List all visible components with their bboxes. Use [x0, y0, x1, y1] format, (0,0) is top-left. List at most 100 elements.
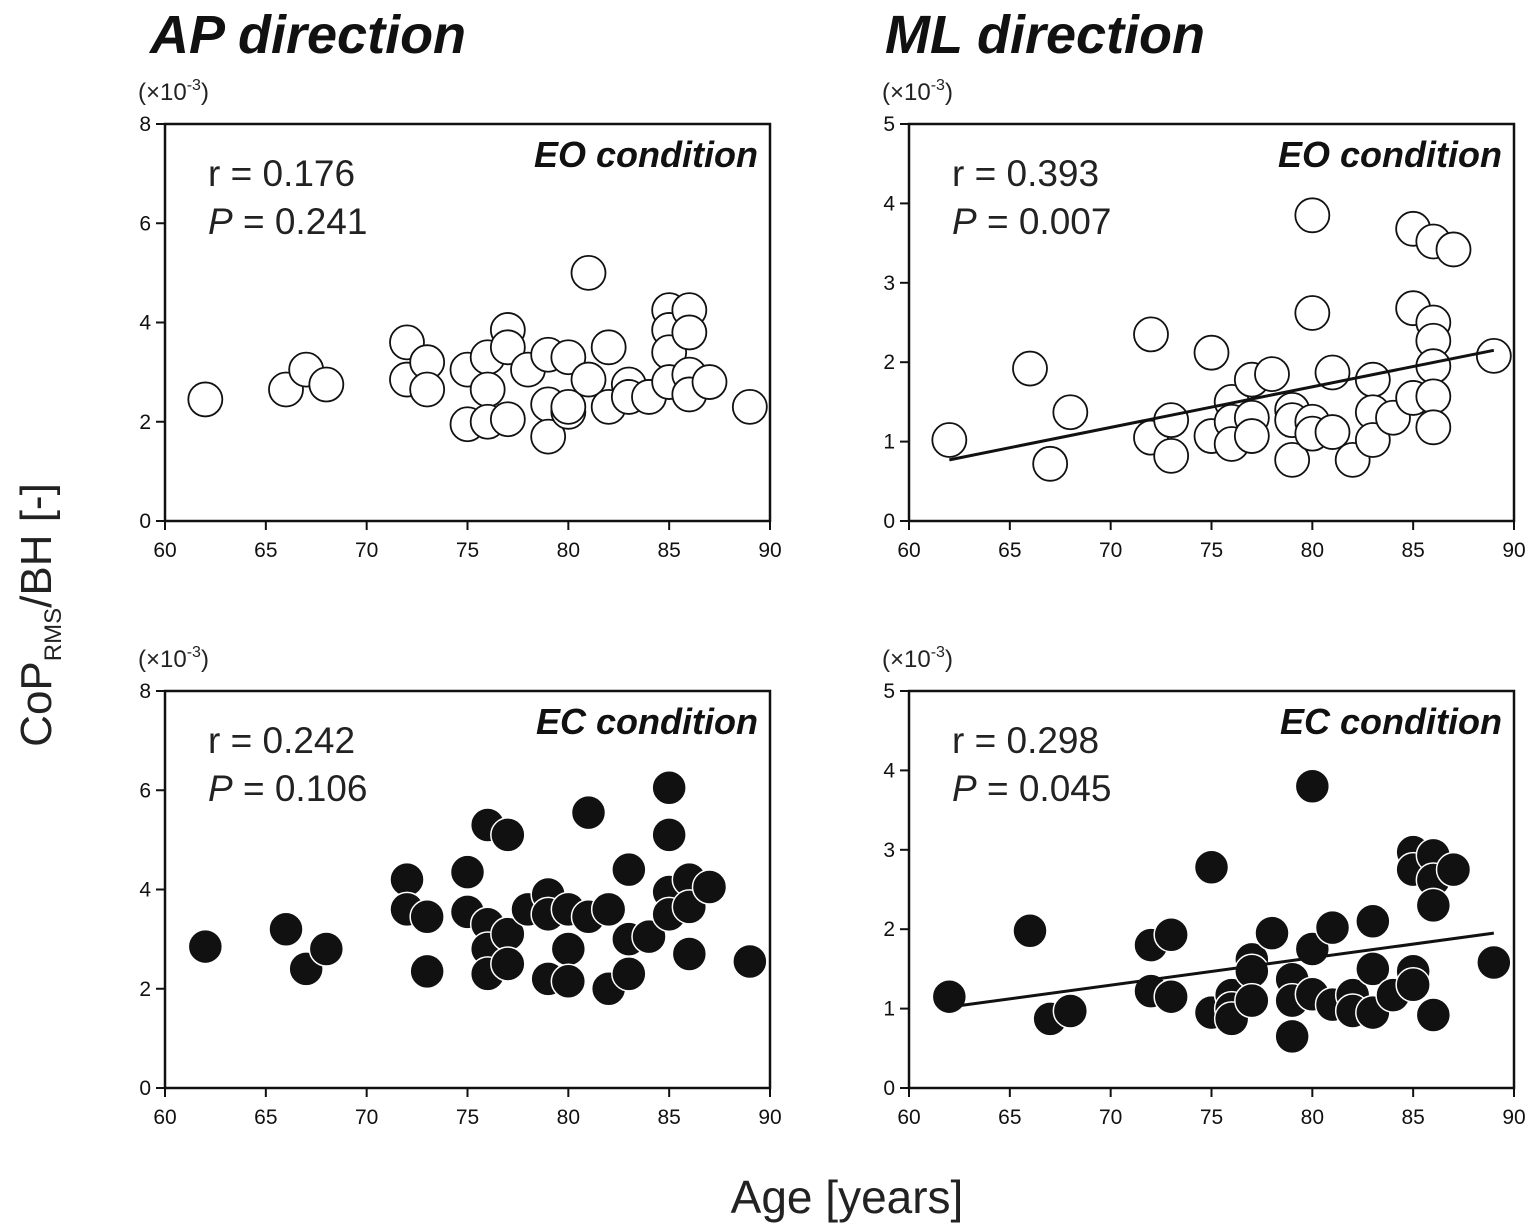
x-tick-label: 70 [1099, 539, 1122, 562]
x-tick-label: 85 [657, 539, 680, 562]
data-point [490, 817, 526, 853]
data-point [1355, 951, 1391, 987]
condition-label: EO condition [1278, 134, 1502, 175]
y-tick-label: 5 [883, 680, 895, 703]
data-point [187, 381, 224, 418]
data-point [550, 339, 587, 376]
p-value-symbol: P [208, 768, 233, 809]
x-tick-label: 85 [1401, 539, 1424, 562]
condition-label: EO condition [534, 134, 758, 175]
data-point [308, 366, 345, 403]
scale-factor-exponent: -3 [931, 644, 945, 661]
data-point [489, 401, 526, 438]
x-tick-label: 65 [998, 1106, 1021, 1129]
data-point [1294, 768, 1331, 805]
p-value-number: = 0.007 [977, 201, 1112, 242]
data-point [308, 931, 345, 967]
x-tick-label: 90 [1502, 539, 1525, 562]
data-point [1032, 445, 1069, 482]
data-point [732, 943, 768, 980]
data-point [489, 329, 526, 366]
p-value: P = 0.007 [952, 201, 1111, 242]
data-point [1153, 978, 1189, 1015]
data-point [187, 928, 224, 965]
data-point [550, 963, 587, 1000]
y-tick-label: 4 [883, 759, 895, 782]
data-point [1415, 887, 1452, 924]
x-tick-label: 70 [355, 539, 378, 562]
data-point [550, 388, 587, 425]
data-point [1415, 997, 1452, 1033]
data-point [671, 314, 708, 351]
scale-factor-exponent: -3 [931, 77, 945, 94]
data-point [570, 361, 607, 398]
p-value-number: = 0.241 [233, 201, 368, 242]
data-point [1233, 418, 1270, 454]
data-point [1435, 231, 1472, 268]
y-tick-label: 8 [139, 680, 151, 703]
data-point [409, 371, 446, 408]
condition-label: EC condition [1280, 701, 1502, 742]
scale-factor-close: ) [945, 646, 953, 673]
x-tick-label: 60 [153, 1106, 176, 1129]
x-tick-label: 80 [1301, 1106, 1324, 1129]
p-value-number: = 0.106 [233, 768, 368, 809]
y-tick-label: 6 [139, 212, 151, 235]
y-tick-label: 0 [139, 1077, 151, 1100]
y-tick-label: 2 [883, 351, 895, 374]
data-point [570, 254, 607, 291]
data-point [590, 329, 627, 366]
y-tick-label: 3 [883, 839, 895, 862]
data-point [651, 770, 687, 806]
data-point [1254, 356, 1290, 393]
data-point [1254, 915, 1290, 951]
y-tick-label: 2 [139, 978, 151, 1001]
data-point [1314, 414, 1351, 450]
x-tick-label: 60 [897, 1106, 920, 1129]
x-tick-label: 70 [1099, 1106, 1122, 1129]
x-tick-label: 60 [897, 539, 920, 562]
p-value-number: = 0.045 [977, 768, 1112, 809]
data-point [1052, 993, 1089, 1029]
x-tick-label: 85 [1401, 1106, 1424, 1129]
ml-direction-title: ML direction [885, 5, 1206, 65]
x-tick-label: 75 [456, 539, 479, 562]
y-tick-label: 2 [883, 918, 895, 941]
data-point [1294, 295, 1331, 331]
x-tick-label: 90 [1502, 1106, 1525, 1129]
y-tick-label: 0 [883, 1077, 895, 1100]
y-tick-label: 3 [883, 272, 895, 295]
p-value-symbol: P [952, 201, 977, 242]
data-point [590, 891, 627, 928]
data-point [1133, 316, 1169, 353]
scale-factor-base: (×10 [882, 79, 931, 106]
data-point [570, 794, 607, 831]
p-value-symbol: P [208, 201, 233, 242]
data-point [1395, 967, 1431, 1003]
y-tick-label: 0 [139, 510, 151, 533]
data-point [409, 953, 445, 990]
y-tick-label: 0 [883, 510, 895, 533]
y-tick-label: 4 [883, 192, 895, 215]
y-tick-label: 6 [139, 779, 151, 802]
scale-factor-close: ) [945, 79, 953, 106]
data-point [1354, 422, 1391, 458]
p-value-symbol: P [952, 768, 977, 809]
data-point [1294, 197, 1331, 234]
y-tick-label: 5 [883, 113, 895, 136]
x-tick-label: 75 [456, 1106, 479, 1129]
data-point [1415, 409, 1452, 446]
x-tick-label: 75 [1200, 1106, 1223, 1129]
p-value: P = 0.106 [208, 768, 367, 809]
scale-factor-close: ) [201, 79, 209, 106]
x-tick-label: 80 [557, 539, 580, 562]
data-point [1435, 851, 1472, 888]
x-tick-label: 90 [758, 539, 781, 562]
data-point [1476, 944, 1512, 981]
data-point [651, 817, 687, 853]
data-point [1314, 909, 1351, 946]
x-tick-label: 85 [657, 1106, 680, 1129]
x-axis-label: Age [years] [730, 1171, 964, 1223]
